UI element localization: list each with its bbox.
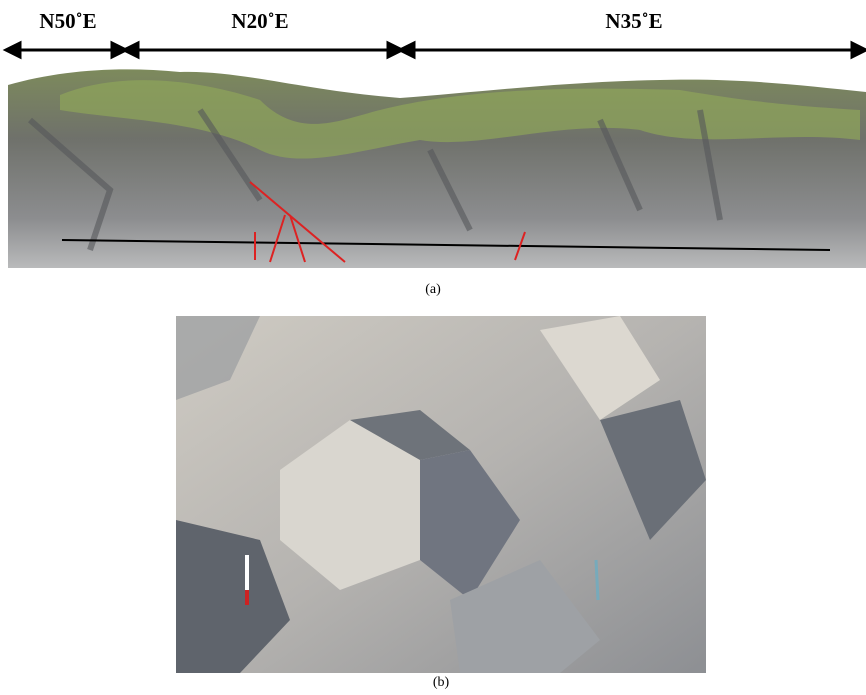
segment-label: N50˚E — [39, 9, 96, 33]
closeup-photo — [176, 316, 706, 673]
segment-label: N35˚E — [605, 9, 662, 33]
segment-arrows — [2, 40, 866, 60]
segment-label: N20˚E — [231, 9, 288, 33]
caption: (a) — [425, 282, 441, 297]
caption: (b) — [433, 675, 450, 690]
panorama-photo — [8, 69, 866, 268]
